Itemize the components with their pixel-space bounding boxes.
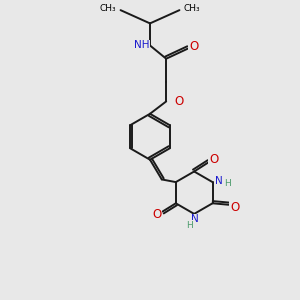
Text: O: O	[230, 201, 239, 214]
Text: O: O	[189, 40, 198, 53]
Text: N: N	[191, 214, 199, 224]
Text: H: H	[186, 220, 193, 230]
Text: N: N	[215, 176, 223, 186]
Text: CH₃: CH₃	[100, 4, 116, 13]
Text: O: O	[174, 95, 184, 108]
Text: O: O	[152, 208, 161, 221]
Text: NH: NH	[134, 40, 149, 50]
Text: O: O	[209, 153, 218, 166]
Text: H: H	[224, 179, 231, 188]
Text: CH₃: CH₃	[184, 4, 200, 13]
